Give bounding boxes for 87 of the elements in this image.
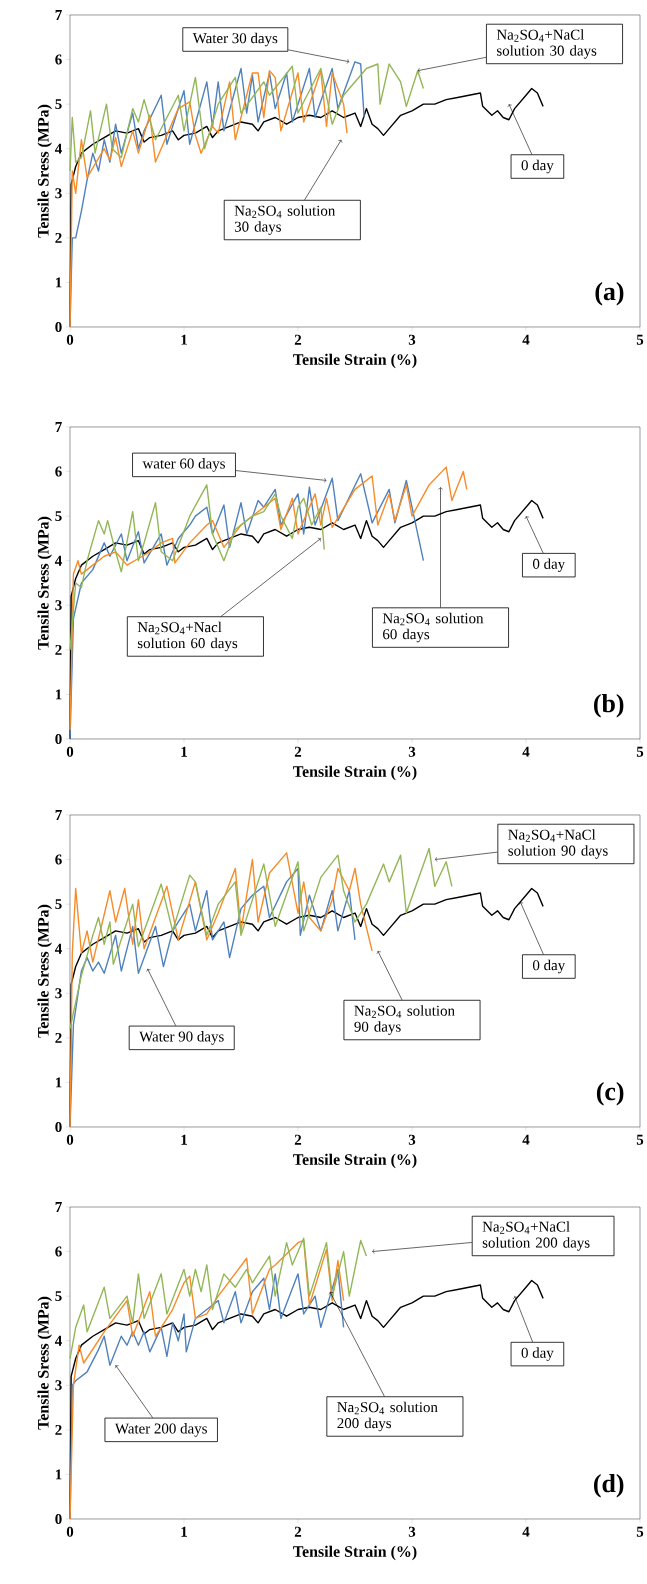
x-axis-title: Tensile Strain (%) <box>293 353 417 369</box>
y-tick-label: 2 <box>55 644 62 655</box>
y-tick-label: 7 <box>55 810 62 820</box>
y-tick-label: 6 <box>55 54 62 65</box>
y-axis-title: Tensile Sress (MPa) <box>37 516 52 650</box>
x-tick-label: 5 <box>636 1134 644 1145</box>
y-tick-label: 5 <box>55 1291 62 1302</box>
x-tick-label: 0 <box>66 334 74 345</box>
annotation: Water 30 days <box>192 32 278 47</box>
line-series <box>69 63 425 172</box>
x-tick-label: 4 <box>522 334 530 345</box>
annotation: Na$_{2}$SO$_{4}$+NaCl solution 90 days <box>508 829 608 859</box>
annotation: Water 200 days <box>114 1423 207 1437</box>
x-tick-label: 4 <box>522 1526 530 1537</box>
y-axis-title: Tensile Sress (MPa) <box>37 104 52 238</box>
annotation: Na$_{2}$SO$_{4}$ solution 200 days <box>337 1401 438 1432</box>
line-series <box>69 1237 368 1360</box>
x-tick-label: 3 <box>408 746 416 757</box>
x-tick-label: 3 <box>408 1526 416 1537</box>
x-tick-label: 3 <box>408 1134 416 1145</box>
y-tick-label: 1 <box>55 277 62 288</box>
y-tick-label: 0 <box>55 733 62 745</box>
y-tick-label: 3 <box>55 600 62 611</box>
x-tick-label: 0 <box>66 1526 74 1537</box>
annotation: (d) <box>594 1474 624 1498</box>
y-tick-label: 2 <box>55 1032 62 1043</box>
line-series <box>69 484 325 651</box>
annotation: 0 day <box>521 1347 554 1361</box>
annotation: Water 90 days <box>139 1031 224 1045</box>
annotation: water 60 days <box>142 458 225 472</box>
x-tick-label: 1 <box>181 1134 187 1145</box>
annotation: Na$_{2}$SO$_{4}$ solution 30 days <box>234 205 336 235</box>
annotation: Na$_{2}$SO$_{4}$ solution 90 days <box>354 1005 455 1035</box>
annotation: 0 day <box>521 159 554 174</box>
y-tick-label: 4 <box>54 1335 62 1346</box>
y-tick-label: 5 <box>55 511 62 522</box>
y-tick-label: 1 <box>55 1077 62 1088</box>
y-tick-label: 6 <box>55 854 62 865</box>
x-axis-title: Tensile Strain (%) <box>293 1153 417 1169</box>
x-tick-label: 1 <box>181 746 187 757</box>
annotation: Na$_{2}$SO$_{4}$ solution 60 days <box>382 612 484 643</box>
y-tick-label: 7 <box>55 10 62 20</box>
x-tick-label: 2 <box>294 1526 302 1537</box>
x-tick-label: 5 <box>636 1526 644 1537</box>
y-tick-label: 6 <box>55 1246 62 1257</box>
annotation: (a) <box>595 282 624 306</box>
annotation: Na$_{2}$SO$_{4}$+Nacl solution 60 days <box>137 621 238 652</box>
annotation: 0 day <box>532 558 566 572</box>
annotation: 0 day <box>532 959 566 974</box>
x-tick-label: 5 <box>636 334 644 345</box>
x-axis-title: Tensile Strain (%) <box>293 1545 417 1561</box>
x-tick-label: 1 <box>181 1526 187 1537</box>
annotation: (b) <box>594 694 624 718</box>
x-tick-label: 4 <box>522 1134 530 1145</box>
x-tick-label: 2 <box>294 746 302 757</box>
x-tick-label: 3 <box>408 334 416 345</box>
annotation: (c) <box>596 1082 624 1106</box>
y-tick-label: 3 <box>55 188 62 199</box>
y-tick-label: 1 <box>55 689 62 700</box>
x-tick-label: 0 <box>66 1134 74 1145</box>
y-tick-label: 6 <box>55 466 62 477</box>
x-tick-label: 0 <box>66 746 74 757</box>
x-tick-label: 2 <box>294 334 302 345</box>
x-tick-label: 1 <box>181 334 187 345</box>
y-tick-label: 7 <box>55 1202 62 1212</box>
y-tick-label: 0 <box>55 1513 62 1525</box>
y-tick-label: 4 <box>54 143 62 154</box>
annotation: Na$_{2}$SO$_{4}$+NaCl solution 200 days <box>482 1221 590 1251</box>
y-tick-label: 0 <box>55 321 62 333</box>
x-tick-label: 2 <box>294 1134 302 1145</box>
y-axis-title: Tensile Sress (MPa) <box>37 1296 52 1430</box>
y-tick-label: 2 <box>55 1424 62 1435</box>
y-tick-label: 5 <box>55 899 62 910</box>
y-tick-label: 1 <box>55 1469 62 1480</box>
y-tick-label: 7 <box>55 422 62 432</box>
y-tick-label: 3 <box>55 1380 62 1391</box>
y-tick-label: 5 <box>55 99 62 110</box>
y-axis-title: Tensile Sress (MPa) <box>37 904 52 1038</box>
y-tick-label: 3 <box>55 988 62 999</box>
annotation: Na$_{2}$SO$_{4}$+NaCl solution 30 days <box>496 29 597 59</box>
x-tick-label: 5 <box>636 746 644 757</box>
y-tick-label: 0 <box>55 1121 62 1133</box>
y-tick-label: 2 <box>55 232 62 243</box>
y-tick-label: 4 <box>54 943 62 954</box>
y-tick-label: 4 <box>54 555 62 566</box>
x-axis-title: Tensile Strain (%) <box>293 765 417 781</box>
x-tick-label: 4 <box>522 746 530 757</box>
